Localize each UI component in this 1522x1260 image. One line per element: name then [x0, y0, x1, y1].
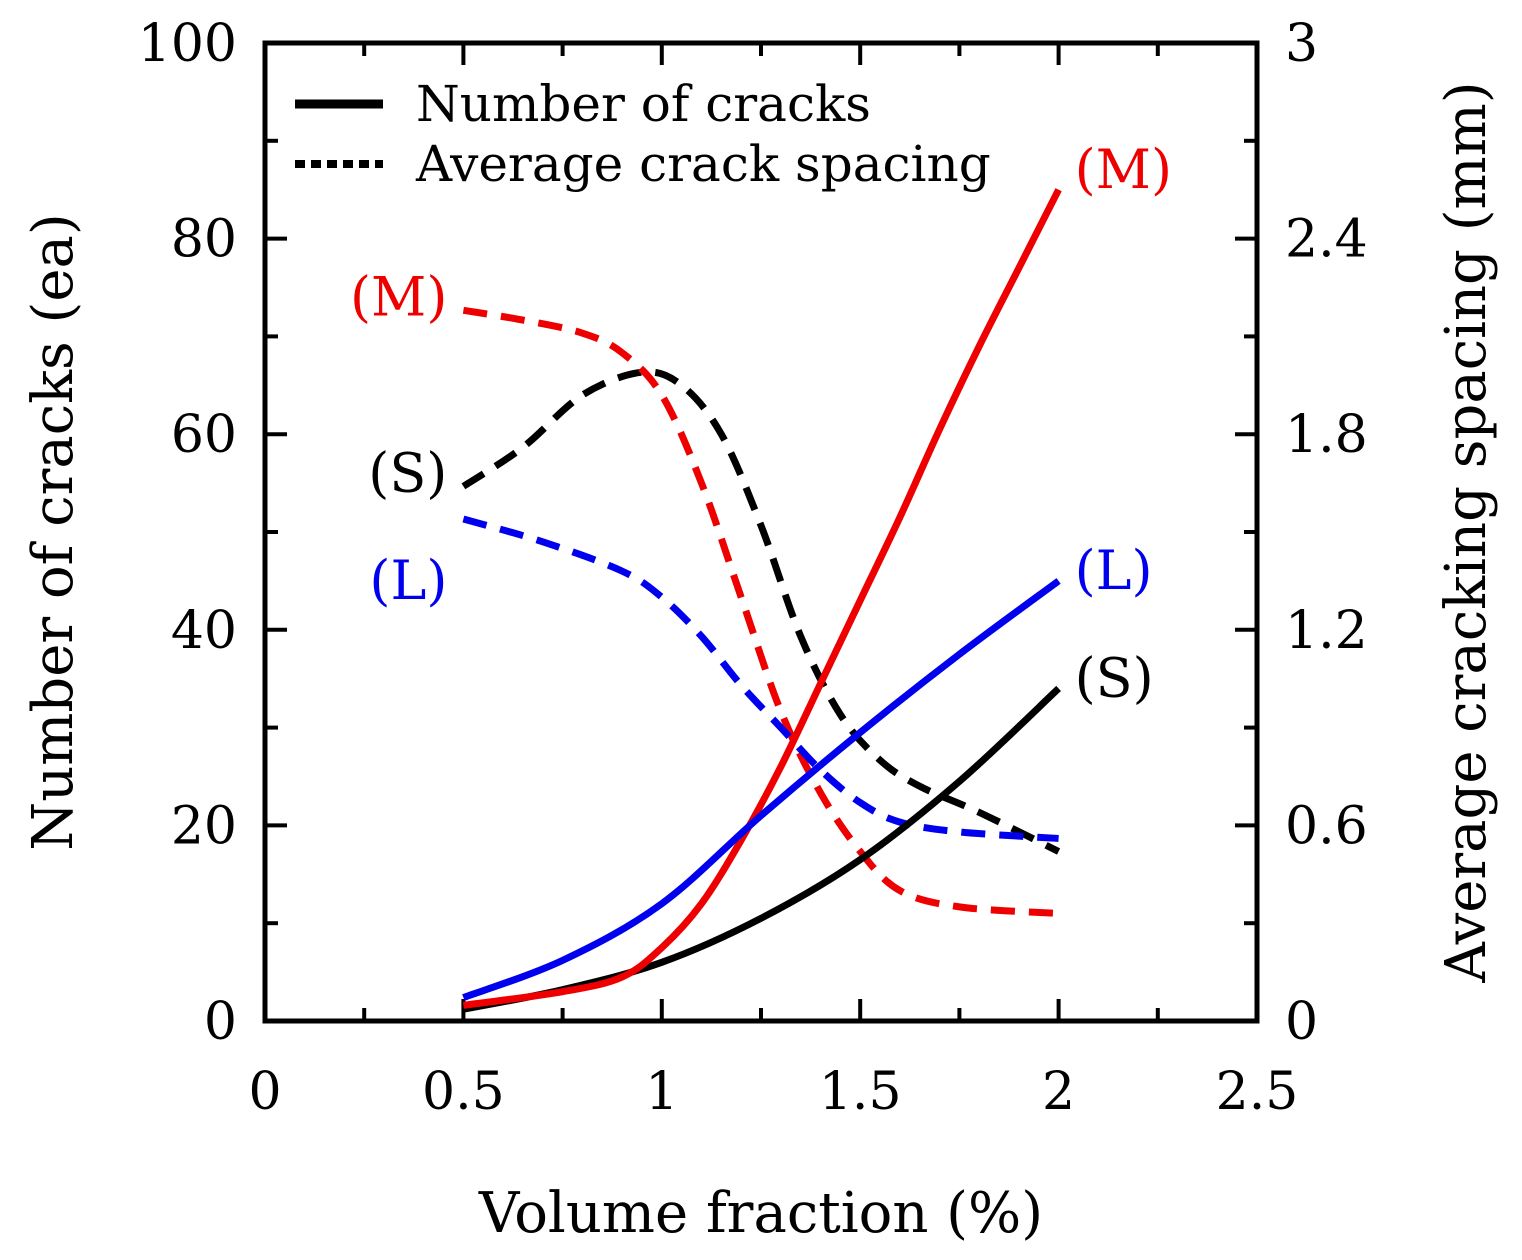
- series-line-number_of_cracks-l: [462, 578, 1061, 1001]
- y-left-tick-label: 40: [171, 601, 237, 661]
- series-line-average_crack_spacing-l: [462, 515, 1059, 842]
- legend-label: Number of cracks: [416, 75, 871, 133]
- series-annotation-label: (M): [350, 265, 447, 328]
- y-axis-right-title: Average cracking spacing (mm): [1434, 81, 1499, 983]
- x-tick-label: 0: [248, 1062, 281, 1122]
- series-annotation-label: (L): [369, 549, 447, 612]
- series-annotation-label: (L): [1075, 539, 1153, 602]
- y-axis-left-title: Number of cracks (ea): [21, 213, 86, 851]
- x-tick-label: 2: [1042, 1062, 1075, 1122]
- series-annotation-label: (M): [1075, 138, 1172, 201]
- x-tick-label: 0.5: [422, 1062, 505, 1122]
- series-line-average_crack_spacing-s: [461, 368, 1061, 855]
- y-left-tick-label: 60: [171, 405, 237, 465]
- y-right-tick-label: 0.6: [1285, 796, 1368, 856]
- plot-frame: [262, 40, 1260, 1024]
- series-line-average_crack_spacing-m: [462, 306, 1059, 917]
- x-tick-label: 1: [645, 1062, 678, 1122]
- y-left-tick-label: 100: [138, 14, 237, 74]
- series-line-number_of_cracks-m: [462, 188, 1062, 1009]
- y-right-tick-label: 0: [1285, 992, 1318, 1052]
- y-right-tick-label: 3: [1285, 14, 1318, 74]
- series-annotation-label: (S): [1075, 647, 1154, 710]
- x-tick-label: 1.5: [819, 1062, 902, 1122]
- series-layer: [461, 188, 1062, 1013]
- legend-label: Average crack spacing: [415, 135, 991, 193]
- y-left-tick-label: 0: [204, 992, 237, 1052]
- y-right-tick-label: 1.8: [1285, 405, 1368, 465]
- x-axis-title: Volume fraction (%): [478, 1181, 1043, 1246]
- tick-labels: 0 0.5 1 1.5 2 2.5 0 20 40 60 80 100 0 0.6 1.2 1.8 2.4 3: [138, 14, 1368, 1122]
- y-left-tick-label: 20: [171, 796, 237, 856]
- series-annotation-label: (S): [368, 441, 447, 504]
- y-left-tick-label: 80: [171, 210, 237, 270]
- y-right-tick-label: 1.2: [1285, 601, 1368, 661]
- y-right-tick-label: 2.4: [1285, 210, 1368, 270]
- x-tick-label: 2.5: [1216, 1062, 1299, 1122]
- series-annotations: (M) (L) (S) (M) (S) (L): [350, 138, 1172, 710]
